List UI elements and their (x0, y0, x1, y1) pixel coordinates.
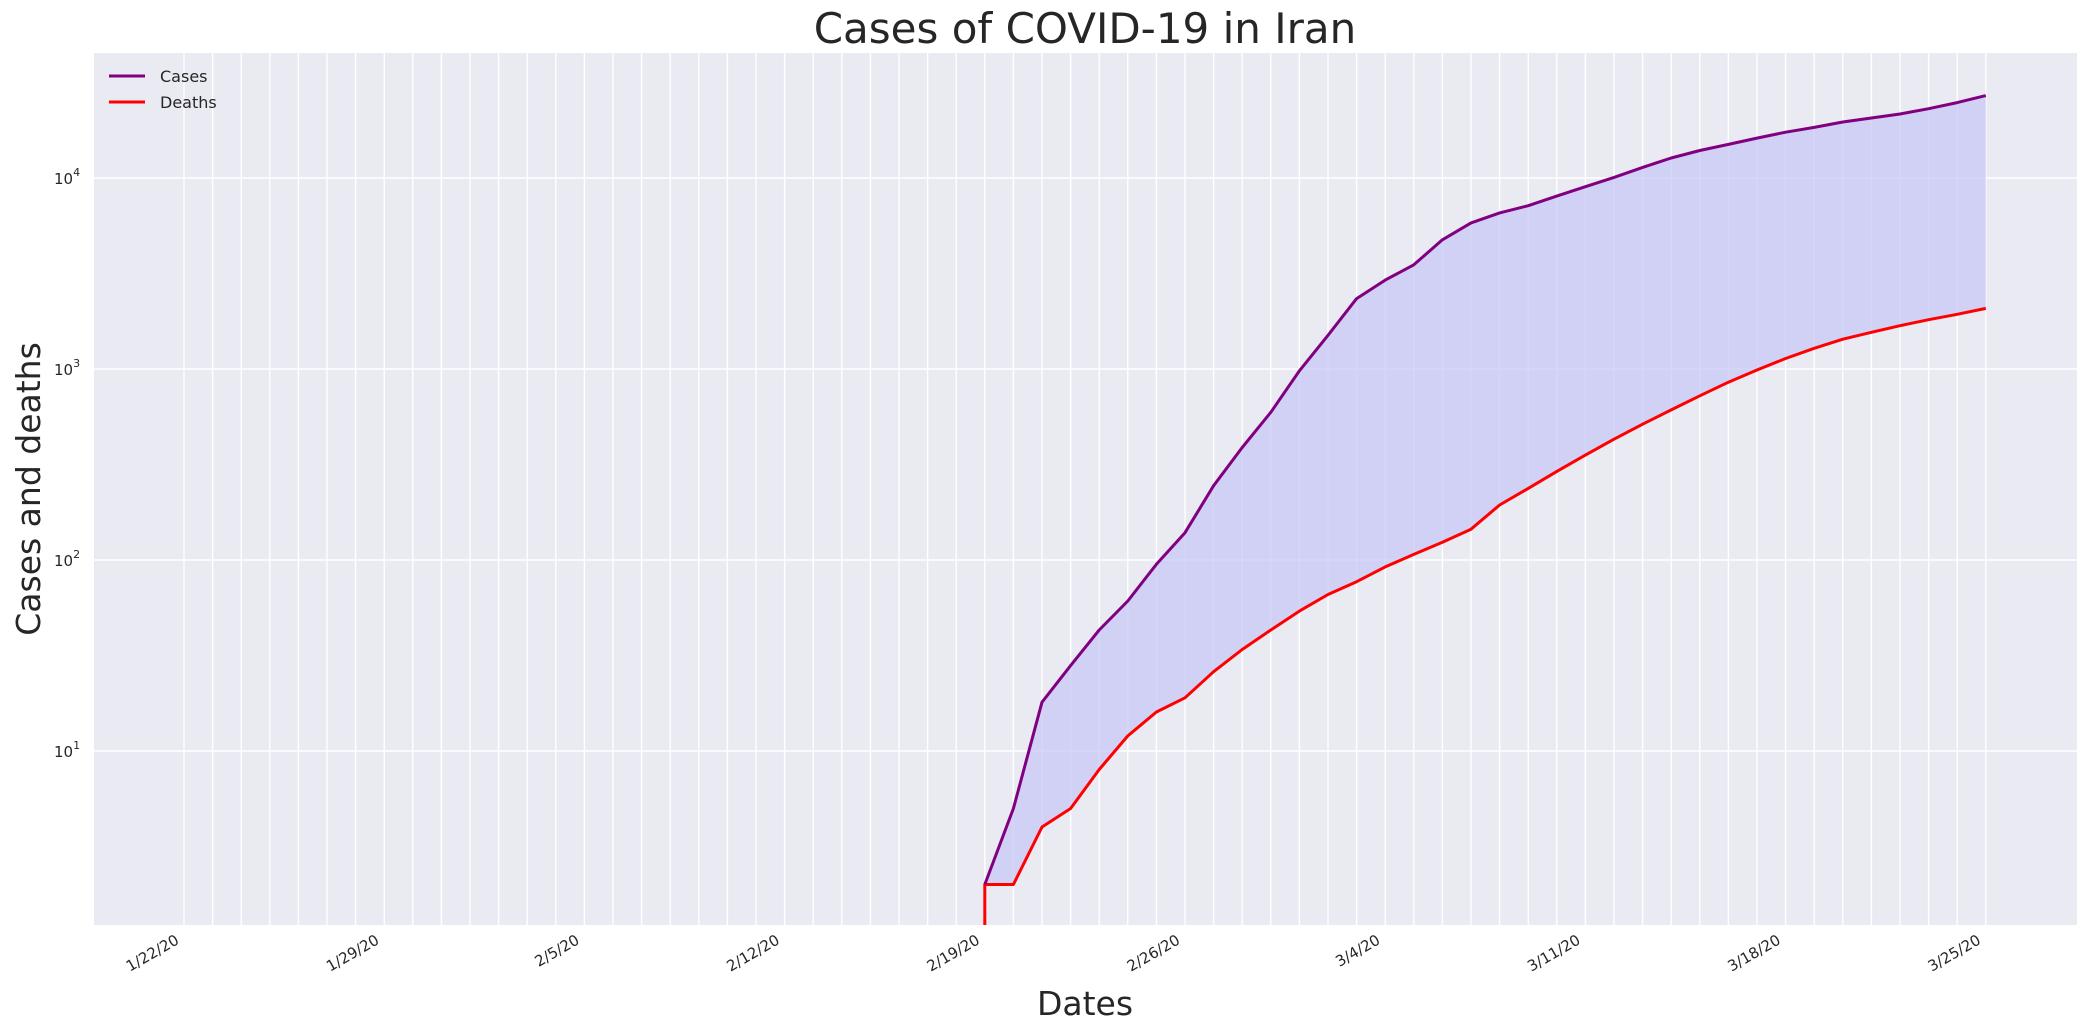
series-deaths-line (983, 306, 1987, 925)
x-tick-label: 1/29/20 (323, 931, 382, 976)
x-tick-label: 1/22/20 (123, 931, 182, 976)
y-tick-label: 102 (54, 548, 80, 570)
y-tick-label: 104 (54, 166, 80, 188)
chart-title: Cases of COVID-19 in Iran (814, 4, 1357, 53)
x-tick-label: 2/19/20 (924, 931, 983, 976)
x-tick-label: 2/5/20 (532, 931, 583, 971)
x-tick-label: 3/25/20 (1925, 931, 1984, 976)
x-tick-labels: 1/22/20 1/29/20 2/5/20 2/12/20 2/19/20 2/26/2… (123, 931, 1984, 976)
cases-deaths-fill-area (984, 95, 1986, 885)
legend-cases-label: Cases (160, 67, 208, 86)
y-tick-labels: 101 102 103 104 (54, 166, 80, 761)
x-tick-label: 3/18/20 (1725, 931, 1784, 976)
y-axis-title: Cases and deaths (9, 342, 48, 636)
x-tick-label: 2/12/20 (724, 931, 783, 976)
x-tick-label: 3/11/20 (1524, 931, 1583, 976)
x-tick-label: 2/26/20 (1124, 931, 1183, 976)
series-cases-line (983, 94, 1987, 886)
y-tick-label: 103 (54, 357, 80, 379)
legend: Cases Deaths (109, 67, 217, 112)
x-tick-label: 3/4/20 (1332, 931, 1383, 971)
x-axis-title: Dates (1037, 984, 1133, 1023)
y-tick-label: 101 (54, 739, 80, 761)
series-layer (983, 94, 1987, 925)
legend-deaths-label: Deaths (160, 93, 217, 112)
